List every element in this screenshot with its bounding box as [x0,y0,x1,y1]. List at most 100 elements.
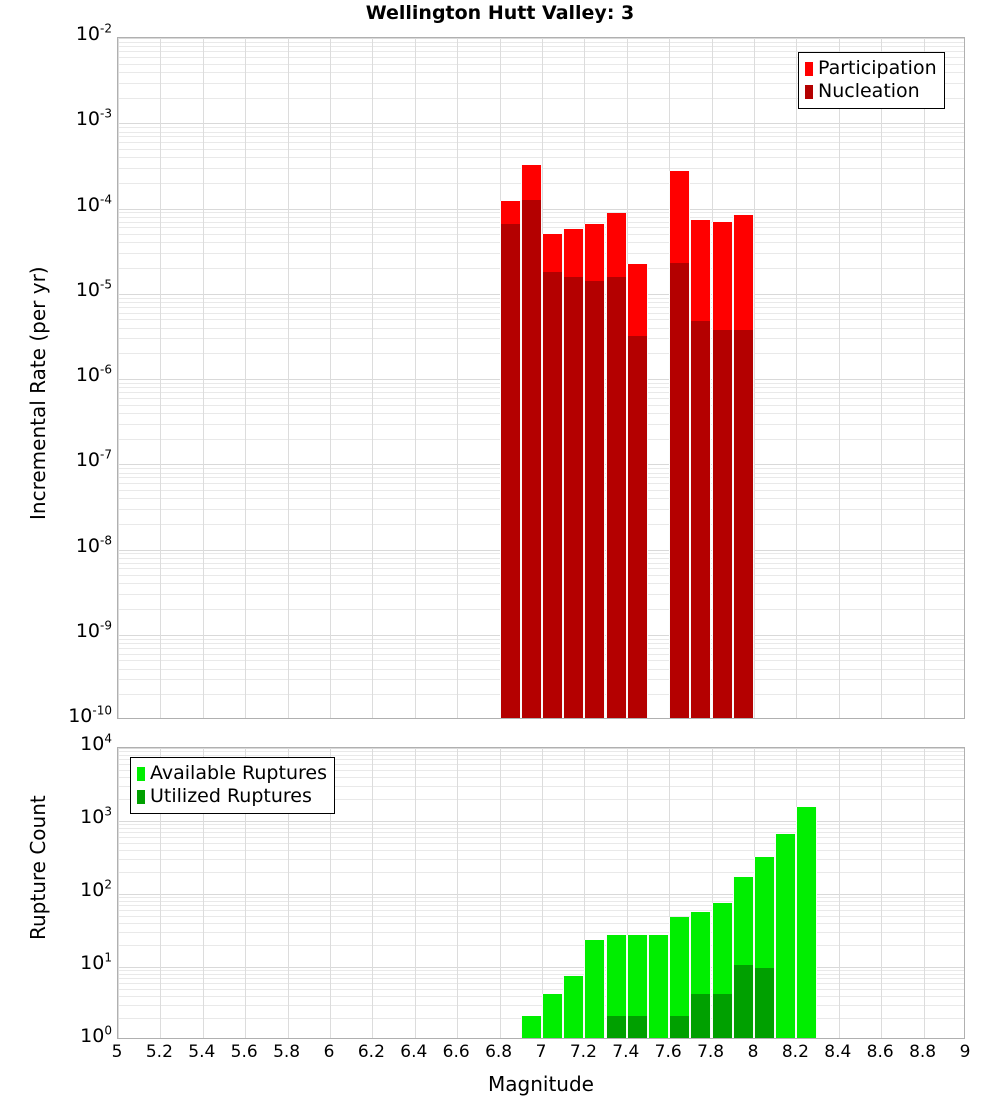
legend-swatch-icon [137,766,145,781]
x-tick-label: 6.6 [442,1042,470,1062]
x-tick-label: 8.8 [909,1042,937,1062]
legend-label: Available Ruptures [150,762,327,784]
bar [690,219,711,718]
bar [733,877,754,1038]
y-tick-label: 10-3 [75,106,112,131]
top-plot-area [117,37,965,719]
bar [584,223,605,718]
bottom-plot-y-axis-label: Rupture Count [26,795,50,940]
bar-inner-segment [585,280,604,718]
bar [627,934,648,1038]
x-tick-label: 6.4 [400,1042,428,1062]
legend-swatch-icon [805,61,813,76]
bar [796,807,817,1038]
bar [563,228,584,718]
x-tick-label: 5.6 [230,1042,258,1062]
legend-label: Participation [818,57,937,79]
x-axis-label: Magnitude [488,1072,594,1096]
bar-inner-segment [713,994,732,1038]
x-tick-label: 7.4 [612,1042,640,1062]
bar-inner-segment [564,276,583,718]
x-tick-label: 8.6 [866,1042,894,1062]
bar [775,834,796,1038]
y-tick-label: 100 [80,1023,112,1047]
bar [712,222,733,718]
bar-inner-segment [501,224,520,718]
y-tick-label: 10-7 [75,447,112,472]
bottom-plot-bars [118,748,964,1038]
bar [733,214,754,718]
bar-inner-segment [607,276,626,718]
bar-inner-segment [543,272,562,718]
x-tick-label: 6.8 [485,1042,513,1062]
y-tick-label: 10-6 [75,362,112,386]
y-tick-label: 10-2 [75,21,112,45]
x-tick-label: 8 [747,1042,759,1062]
bar-inner-segment [670,262,689,718]
bar [627,264,648,718]
page-title: Wellington Hutt Valley: 3 [365,2,635,24]
x-tick-label: 7 [535,1042,547,1062]
x-tick-label: 6 [323,1042,335,1062]
bar-inner-segment [755,968,774,1038]
bar [584,940,605,1038]
bar [754,857,775,1038]
legend-row: Participation [805,57,937,80]
x-tick-label: 9 [959,1042,971,1062]
x-tick-label: 8.2 [781,1042,809,1062]
bar [563,976,584,1038]
top-plot-legend: Participation Nucleation [798,52,945,109]
bar-inner-segment [691,320,710,718]
bar [648,934,669,1038]
bar-inner-segment [670,1016,689,1038]
bar [542,233,563,718]
bar-inner-segment [691,994,710,1038]
bar-inner-segment [713,329,732,718]
y-tick-label: 10-8 [75,533,112,557]
bar-inner-segment [607,1016,626,1038]
bar-inner-segment [522,199,541,718]
x-tick-label: 5.4 [188,1042,216,1062]
x-tick-label: 5.8 [273,1042,301,1062]
top-plot-bars [118,38,964,718]
y-tick-label: 10-10 [68,703,112,727]
bar [606,212,627,718]
bar [712,903,733,1038]
x-tick-label: 5.2 [145,1042,173,1062]
bar-inner-segment [628,1016,647,1038]
x-tick-label: 7.2 [569,1042,597,1062]
legend-row: Nucleation [805,80,937,103]
bar-inner-segment [628,336,647,718]
legend-label: Nucleation [818,80,920,102]
y-tick-label: 103 [80,804,112,828]
top-plot-y-axis-label: Incremental Rate (per yr) [26,266,50,520]
legend-swatch-icon [805,84,813,99]
y-tick-label: 10-5 [75,277,112,301]
bottom-plot-legend: Available Ruptures Utilized Ruptures [130,757,335,814]
x-tick-label: 6.2 [357,1042,385,1062]
x-tick-label: 7.8 [697,1042,725,1062]
legend-row: Utilized Ruptures [137,785,327,808]
y-tick-label: 104 [80,731,112,755]
bar [606,934,627,1038]
bar [669,171,690,718]
bar [521,164,542,718]
bar [542,994,563,1038]
legend-row: Available Ruptures [137,762,327,785]
y-tick-label: 101 [80,950,112,974]
bar-inner-segment [734,965,753,1038]
x-tick-label: 7.6 [654,1042,682,1062]
x-tick-label: 5 [111,1042,123,1062]
legend-label: Utilized Ruptures [150,785,312,807]
bar [690,911,711,1038]
x-tick-label: 8.4 [824,1042,852,1062]
bar [521,1016,542,1038]
legend-swatch-icon [137,789,145,804]
bar [669,917,690,1038]
bar [500,201,521,718]
y-tick-label: 10-9 [75,618,112,642]
y-tick-label: 102 [80,877,112,901]
y-tick-label: 10-4 [75,192,112,216]
bar-inner-segment [734,329,753,718]
